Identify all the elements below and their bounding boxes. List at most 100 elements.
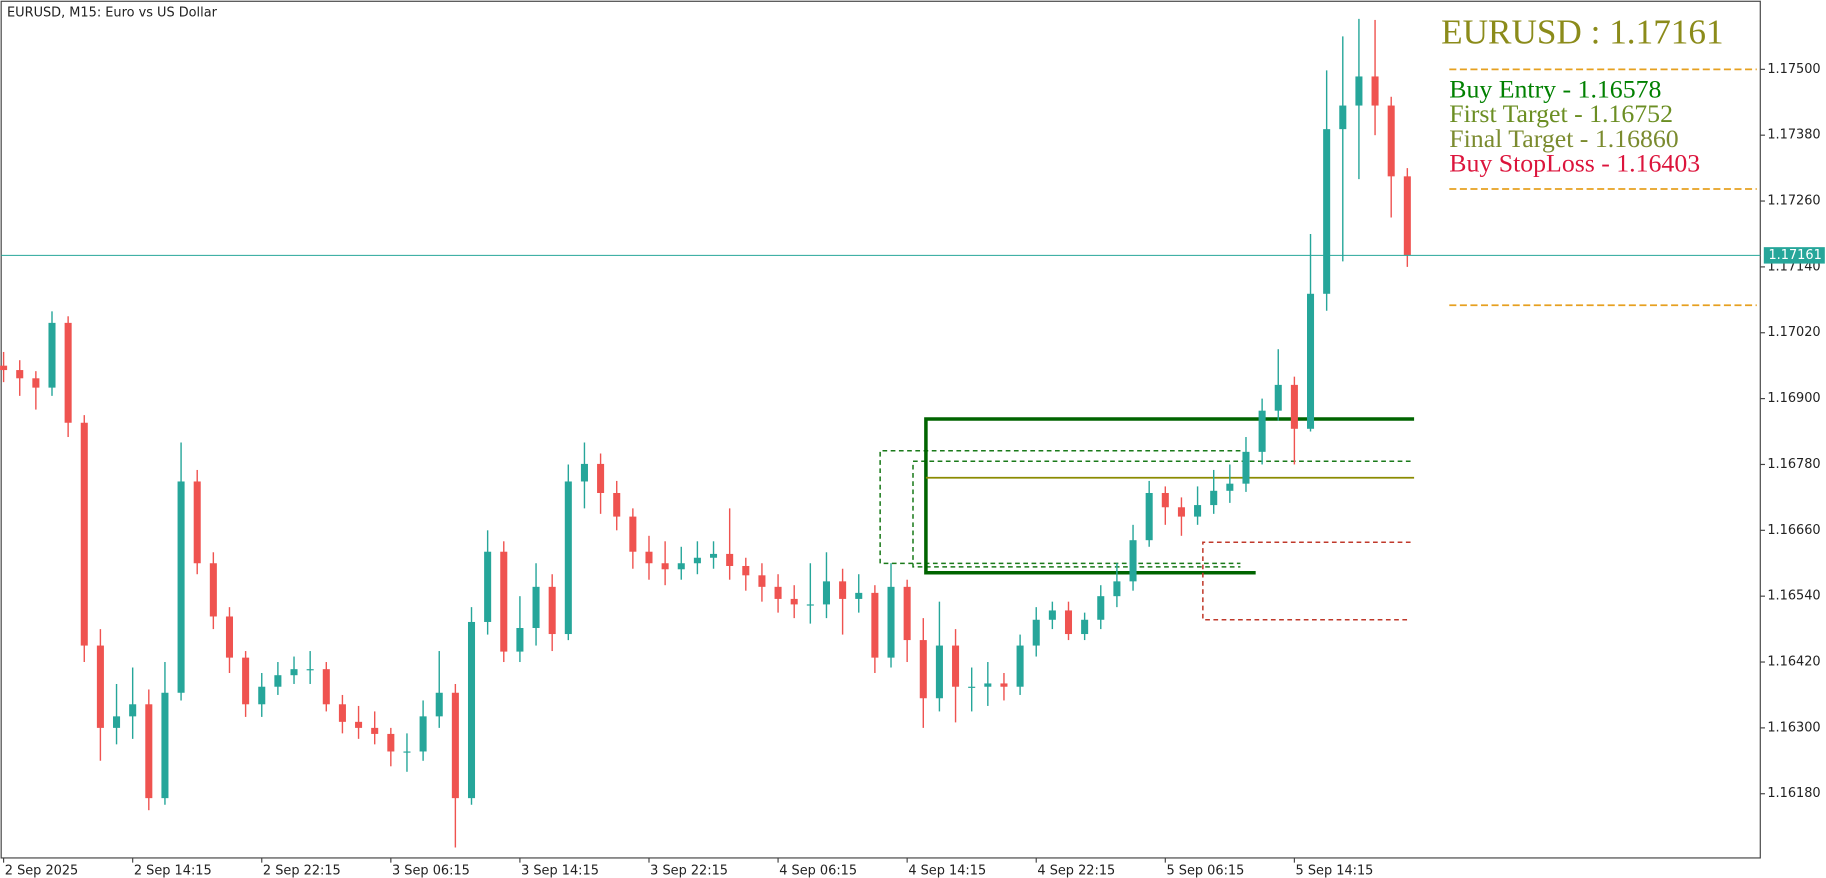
candle-body xyxy=(1371,76,1379,106)
zone-dashed xyxy=(879,449,1241,565)
candle-body xyxy=(1000,683,1008,687)
buy-entry: Buy Entry - 1.16578 xyxy=(1449,75,1661,104)
candle-body xyxy=(0,365,8,371)
candle-body xyxy=(145,704,153,799)
candle-body xyxy=(871,592,879,658)
candle-body xyxy=(225,616,234,658)
y-tick-label: 1.16780 xyxy=(1767,457,1820,472)
candle-body xyxy=(597,463,605,493)
candle-body xyxy=(984,683,992,687)
x-tick-label: 2 Sep 22:15 xyxy=(263,863,341,878)
candle-body xyxy=(1403,176,1411,256)
candle-body xyxy=(1097,596,1105,620)
candle-body xyxy=(516,628,524,652)
candle-body xyxy=(1081,619,1089,635)
candle-body xyxy=(64,322,72,423)
x-tick-label: 4 Sep 06:15 xyxy=(779,863,857,878)
candle-body xyxy=(1290,384,1298,429)
candle-body xyxy=(435,692,443,717)
candle-body xyxy=(758,575,766,587)
x-tick-label: 2 Sep 2025 xyxy=(5,863,79,878)
candle-body xyxy=(1177,507,1185,517)
candle-body xyxy=(645,551,653,564)
candle-body xyxy=(855,592,863,599)
candle-body xyxy=(1064,610,1073,635)
candle-body xyxy=(839,581,847,599)
candle-body xyxy=(1307,293,1315,429)
candle-body xyxy=(1032,619,1040,646)
candle-body xyxy=(1274,384,1282,411)
candle-body xyxy=(613,492,621,517)
y-tick-label: 1.16420 xyxy=(1767,655,1820,670)
candles xyxy=(0,18,1411,848)
candle-body xyxy=(806,604,814,606)
candle-body xyxy=(32,378,40,388)
candle-body xyxy=(177,481,185,693)
candle-body xyxy=(96,645,104,728)
candle-body xyxy=(887,586,895,658)
candle-body xyxy=(532,586,540,629)
candle-body xyxy=(629,516,637,552)
candle-body xyxy=(209,563,217,617)
candle-body xyxy=(1258,410,1266,452)
candle-body xyxy=(968,686,976,688)
candle-body xyxy=(1129,540,1137,582)
y-tick-label: 1.16540 xyxy=(1767,589,1820,604)
candle-body xyxy=(1113,581,1121,597)
candle-body xyxy=(80,422,88,646)
candle-body xyxy=(48,322,56,388)
candle-body xyxy=(467,621,476,799)
candle-body xyxy=(1323,129,1331,294)
stop-zone xyxy=(1202,541,1411,621)
candle-body xyxy=(371,727,379,734)
candle-body xyxy=(580,463,588,482)
candle-body xyxy=(1210,490,1218,506)
candle-body xyxy=(952,645,960,687)
candle-body xyxy=(403,751,411,753)
y-tick-label: 1.17260 xyxy=(1767,194,1820,209)
candle-body xyxy=(919,640,927,699)
y-tick-label: 1.16180 xyxy=(1767,786,1820,801)
zone-solid xyxy=(924,417,1415,575)
current-price-box xyxy=(1763,247,1825,264)
panel-title: EURUSD : 1.17161 xyxy=(1441,12,1724,51)
x-tick-label: 2 Sep 14:15 xyxy=(134,863,212,878)
candle-body xyxy=(387,733,395,752)
candle-body xyxy=(129,704,137,717)
candle-body xyxy=(903,586,911,641)
candle-body xyxy=(790,598,798,605)
candle-body xyxy=(338,704,346,722)
candle-body xyxy=(935,645,943,699)
x-tick-label: 3 Sep 14:15 xyxy=(521,863,599,878)
candle-body xyxy=(322,669,330,705)
candle-body xyxy=(290,669,298,676)
plot-frame xyxy=(0,0,1761,859)
candle-body xyxy=(1161,492,1169,508)
candle-body xyxy=(484,551,492,622)
candle-body xyxy=(726,553,734,566)
candle-body xyxy=(1242,451,1250,484)
x-tick-label: 5 Sep 06:15 xyxy=(1166,863,1244,878)
y-tick-label: 1.17380 xyxy=(1767,128,1820,143)
y-tick-label: 1.16660 xyxy=(1767,523,1820,538)
chart-title: EURUSD, M15: Euro vs US Dollar xyxy=(7,6,218,21)
candle-body xyxy=(742,565,750,576)
candle-body xyxy=(258,686,266,705)
candle-body xyxy=(1226,483,1234,491)
candle-body xyxy=(1016,645,1024,687)
zone-dashed xyxy=(912,460,1411,568)
candle-body xyxy=(500,551,508,652)
current-price-label: 1.17161 xyxy=(1768,248,1821,263)
candle-body xyxy=(1339,105,1347,130)
stop-loss: Buy StopLoss - 1.16403 xyxy=(1449,148,1700,177)
candle-body xyxy=(419,716,427,752)
x-tick-label: 4 Sep 14:15 xyxy=(908,863,986,878)
candle-body xyxy=(693,557,701,564)
candle-body xyxy=(161,692,169,799)
candle-body xyxy=(677,563,685,570)
y-tick-label: 1.16900 xyxy=(1767,391,1820,406)
candle-body xyxy=(274,675,282,687)
candle-body xyxy=(306,669,314,671)
